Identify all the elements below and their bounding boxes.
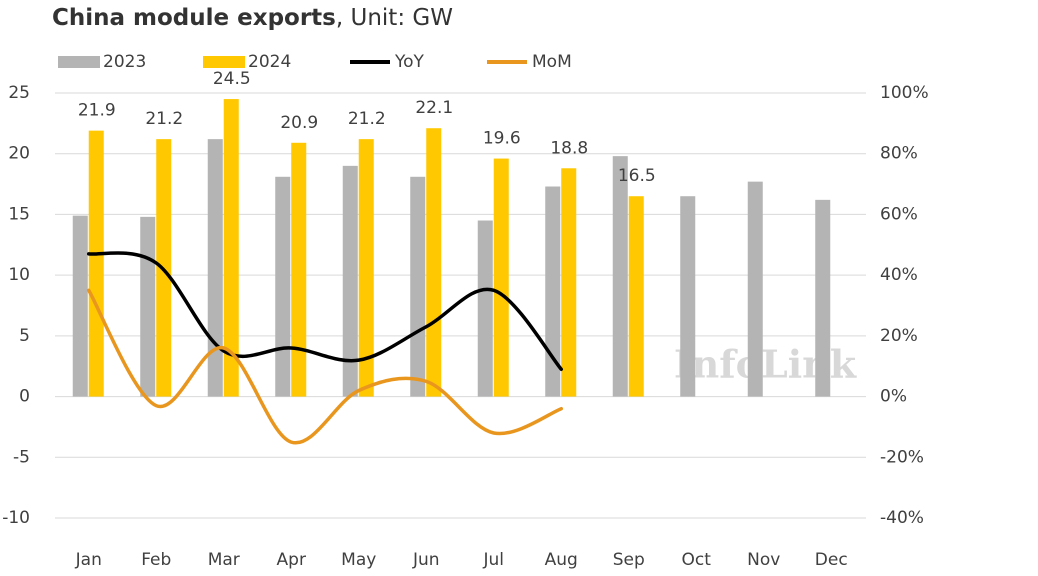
y2-tick-label: 60% [880,204,918,224]
line [87,251,563,371]
bar [680,196,696,397]
x-tick-label: Sep [613,550,645,570]
bar [628,196,644,397]
bar [561,168,577,397]
x-tick-label: Aug [545,550,578,570]
y2-tick-label: 100% [880,83,929,103]
data-label: 22.1 [415,98,453,118]
legend-label: YoY [394,52,425,72]
x-tick-label: Nov [747,550,780,570]
bar [275,176,291,397]
y2-tick-label: 0% [880,387,907,407]
y-tick-label: 10 [8,265,30,285]
bar [545,186,561,397]
x-tick-label: Oct [682,550,712,570]
y2-tick-label: -20% [880,447,924,467]
x-tick-label: Jun [412,550,440,570]
data-label: 19.6 [483,129,521,149]
y-tick-label: -10 [2,508,30,528]
y-tick-label: -5 [13,447,30,467]
data-label: 24.5 [213,69,251,89]
bar [358,139,374,397]
bar [747,181,763,397]
data-label: 18.8 [550,138,588,158]
x-tick-label: Dec [815,550,848,570]
y2-tick-label: 40% [880,265,918,285]
x-tick-label: Mar [208,550,240,570]
x-tick-label: Feb [141,550,171,570]
bar [207,139,223,397]
y2-tick-label: 20% [880,326,918,346]
data-label: 20.9 [280,113,318,133]
y2-tick-label: 80% [880,144,918,164]
x-tick-label: Apr [277,550,306,570]
y-tick-label: 0 [19,387,30,407]
bar [477,220,493,397]
data-label: 21.2 [145,109,183,129]
bar [612,156,628,397]
bar [223,99,239,397]
bar [291,142,307,397]
y-tick-label: 15 [8,204,30,224]
legend-swatch [203,56,245,68]
title-unit: , Unit: GW [336,5,453,31]
x-tick-label: Jan [75,550,102,570]
line [87,288,563,445]
legend-label: 2024 [248,52,291,72]
chart-title: China module exports, Unit: GW [52,5,453,31]
y-tick-label: 20 [8,144,30,164]
bar [426,128,442,397]
bar [410,176,426,397]
legend-label: MoM [532,52,572,72]
data-label: 16.5 [618,166,656,186]
x-tick-label: May [341,550,376,570]
x-tick-label: Jul [482,550,504,570]
bar [72,215,88,397]
bar [140,216,156,397]
title-main: China module exports [52,5,336,31]
legend-label: 2023 [103,52,146,72]
bar [815,199,831,397]
data-label: 21.2 [348,109,386,129]
bar [88,130,104,397]
data-label: 21.9 [78,101,116,121]
legend-swatch [58,56,100,68]
y-tick-label: 25 [8,83,30,103]
y2-tick-label: -40% [880,508,924,528]
bar [342,165,358,397]
y-tick-label: 5 [19,326,30,346]
bar [493,158,509,397]
